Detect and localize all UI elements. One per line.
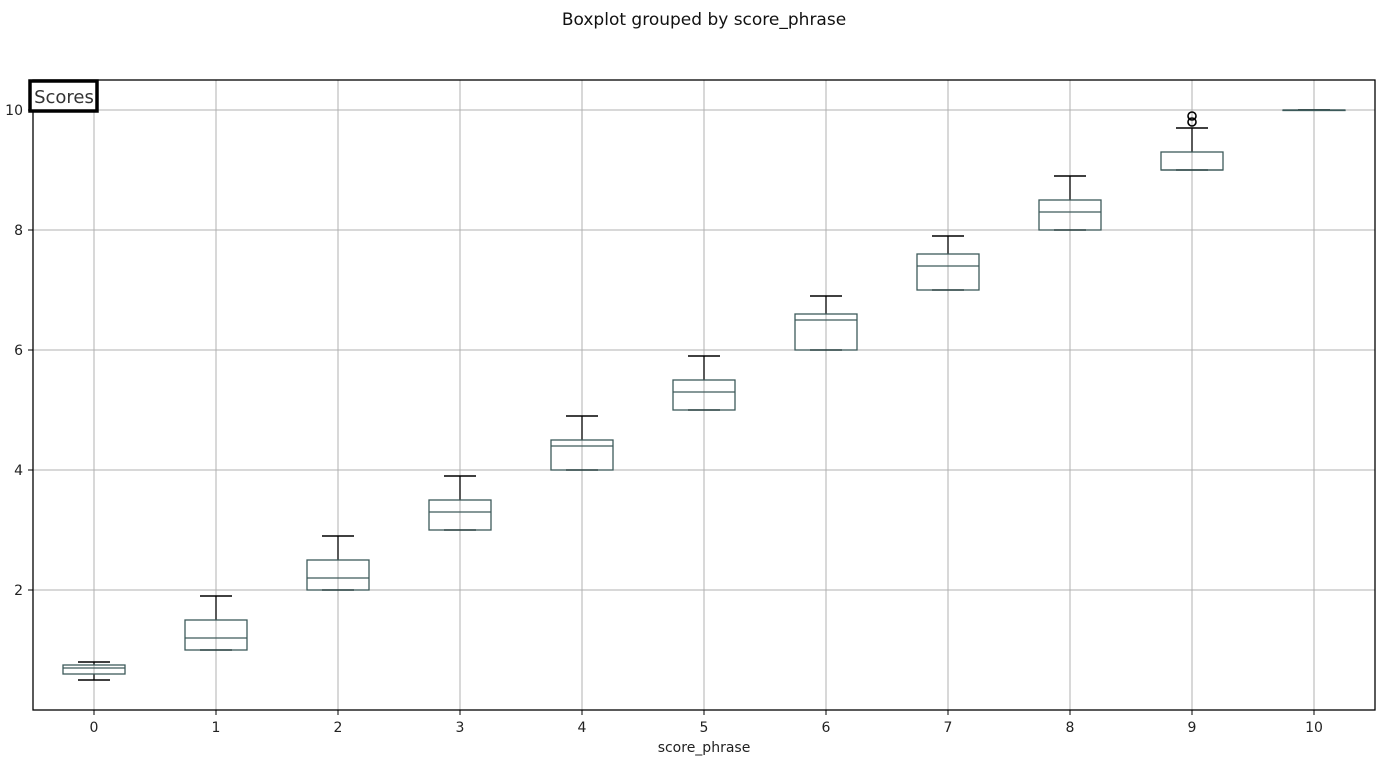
chart-title: Boxplot grouped by score_phrase — [562, 10, 846, 30]
box-0 — [62, 661, 126, 681]
x-tick-label: 8 — [1066, 720, 1075, 736]
inset-label: Scores — [28, 79, 99, 113]
box-body — [62, 664, 126, 675]
box-4 — [550, 415, 614, 471]
box-body — [184, 619, 248, 651]
x-axis-ticks: 0 1 2 3 4 5 6 7 8 9 10 — [90, 710, 1323, 736]
x-tick-label: 3 — [456, 720, 465, 736]
y-tick-label: 6 — [14, 343, 23, 359]
x-tick-label: 4 — [578, 720, 587, 736]
box-3 — [428, 475, 492, 531]
box-body — [1038, 199, 1102, 231]
box-7 — [916, 235, 980, 291]
outlier-point — [1187, 117, 1197, 127]
box-body — [306, 559, 370, 591]
box-body — [916, 253, 980, 291]
box-body — [550, 439, 614, 471]
y-tick-label: 10 — [5, 103, 23, 119]
box-9 — [1160, 111, 1224, 171]
box-5 — [672, 355, 736, 411]
x-tick-label: 0 — [90, 720, 99, 736]
y-tick-label: 8 — [14, 223, 23, 239]
inset-label-text: Scores — [34, 87, 94, 108]
x-tick-label: 5 — [700, 720, 709, 736]
box-body — [428, 499, 492, 531]
x-tick-label: 2 — [334, 720, 343, 736]
box-1 — [184, 595, 248, 651]
inset-label-box — [28, 79, 99, 113]
box-body — [794, 313, 858, 351]
box-group — [62, 109, 1346, 681]
x-axis-label: score_phrase — [658, 740, 751, 756]
box-8 — [1038, 175, 1102, 231]
y-tick-label: 2 — [14, 583, 23, 599]
x-tick-label: 1 — [212, 720, 221, 736]
x-tick-label: 7 — [944, 720, 953, 736]
x-tick-label: 9 — [1188, 720, 1197, 736]
grid-lines — [33, 80, 1375, 710]
box-6 — [794, 295, 858, 351]
box-10 — [1282, 109, 1346, 112]
box-2 — [306, 535, 370, 591]
y-axis-ticks: 2 4 6 8 10 — [5, 103, 33, 599]
y-tick-label: 4 — [14, 463, 23, 479]
x-tick-label: 6 — [822, 720, 831, 736]
box-body — [672, 379, 736, 411]
outlier-point — [1187, 111, 1197, 121]
x-tick-label: 10 — [1305, 720, 1323, 736]
